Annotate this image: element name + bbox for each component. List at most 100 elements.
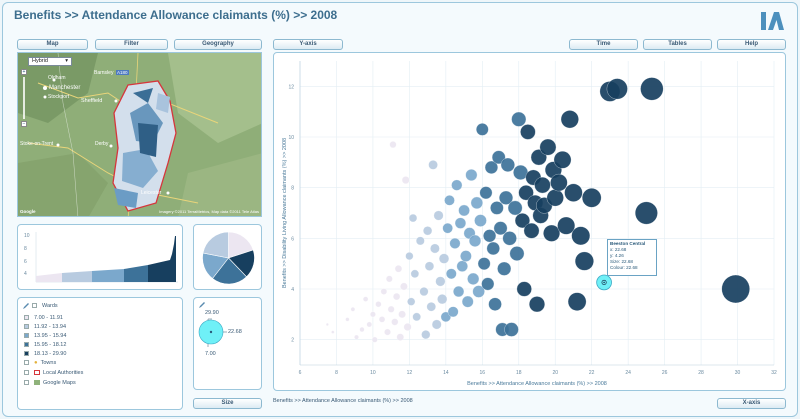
size-max-label: 29.90 xyxy=(205,310,219,316)
help-button[interactable]: Help xyxy=(717,39,786,50)
place-label: Oldham xyxy=(48,75,66,81)
data-point xyxy=(454,217,467,229)
zoom-in-icon[interactable]: + xyxy=(21,69,27,75)
data-point xyxy=(419,287,429,296)
data-point xyxy=(479,186,493,200)
data-point xyxy=(582,188,602,208)
x-tick-label: 12 xyxy=(407,370,413,376)
data-point xyxy=(428,160,438,170)
zoom-out-icon[interactable]: − xyxy=(21,121,27,127)
data-point xyxy=(460,250,472,262)
histogram-y-tick: 4 xyxy=(24,271,27,277)
map-type-select[interactable]: Hybrid ▾ xyxy=(28,57,72,66)
road-label: A180 xyxy=(116,70,129,75)
data-point xyxy=(426,302,436,312)
data-point xyxy=(453,286,465,298)
local-authorities-toggle[interactable]: Local Authorities xyxy=(24,370,83,376)
y-axis-button[interactable]: Y-axis xyxy=(273,39,343,50)
data-point xyxy=(442,223,453,234)
legend-class: 11.92 - 13.94 xyxy=(24,324,66,330)
data-point xyxy=(385,275,393,283)
pencil-icon[interactable] xyxy=(22,302,30,310)
map-layer-icon xyxy=(34,380,40,386)
data-point xyxy=(354,334,359,340)
data-point xyxy=(345,317,350,322)
pencil-icon[interactable] xyxy=(198,301,206,309)
data-point xyxy=(490,201,504,215)
page-title: Benefits >> Attendance Allowance claiman… xyxy=(14,8,338,22)
legend-class: 13.95 - 15.94 xyxy=(24,333,66,339)
data-point xyxy=(467,272,480,285)
pie-slice xyxy=(202,231,229,259)
histogram-y-tick: 8 xyxy=(24,246,27,252)
legend-class: 7.00 - 11.91 xyxy=(24,315,63,321)
ia-logo-icon xyxy=(761,12,784,30)
x-tick-label: 6 xyxy=(299,370,302,376)
x-tick-label: 8 xyxy=(335,370,338,376)
wards-toggle[interactable]: Wards xyxy=(32,303,58,309)
data-point xyxy=(437,294,448,305)
place-label: Stoke-on-Trent xyxy=(20,141,54,147)
data-point xyxy=(440,311,451,322)
highlighted-point-marker xyxy=(601,279,607,285)
place-label: Barnsley xyxy=(94,70,114,76)
google-maps-toggle[interactable]: Google Maps xyxy=(24,380,76,386)
zoom-slider[interactable]: + − xyxy=(21,69,27,129)
scatter-chart[interactable]: 6 8 10 12 14 16 18 20 22 24 26 28 30 3224681012Benefi… xyxy=(274,53,787,392)
place-label: Sheffield xyxy=(81,98,103,104)
data-point xyxy=(476,123,489,136)
checkbox-icon[interactable] xyxy=(24,370,29,376)
x-tick-label: 30 xyxy=(735,370,741,376)
pie-chart xyxy=(202,231,255,285)
data-point xyxy=(449,237,461,249)
time-button[interactable]: Time xyxy=(569,39,638,50)
town-dot-icon: ● xyxy=(34,360,38,366)
data-point xyxy=(451,179,463,191)
histogram-band xyxy=(124,265,148,282)
x-tick-label: 26 xyxy=(662,370,668,376)
tables-button[interactable]: Tables xyxy=(643,39,712,50)
map-view[interactable]: Hybrid ▾ + − Oldham Barnsley A180 Manche… xyxy=(17,52,262,217)
chevron-down-icon: ▾ xyxy=(65,58,68,64)
y-tick-label: 4 xyxy=(291,287,294,293)
highlighted-point-center xyxy=(603,281,605,284)
x-tick-label: 18 xyxy=(516,370,522,376)
data-point xyxy=(468,234,482,247)
data-point xyxy=(458,204,470,217)
data-point xyxy=(606,78,628,100)
data-point xyxy=(366,321,373,328)
checkbox-icon[interactable] xyxy=(24,380,29,386)
zoom-track[interactable] xyxy=(23,77,25,119)
histogram-panel: 10 8 6 4 xyxy=(17,224,183,290)
map-terrain xyxy=(18,53,261,216)
checkbox-icon[interactable] xyxy=(32,303,37,309)
data-point xyxy=(509,246,525,261)
towns-toggle[interactable]: ● Towns xyxy=(24,360,56,366)
data-point xyxy=(393,293,401,301)
x-tick-label: 10 xyxy=(370,370,376,376)
data-point xyxy=(363,296,369,302)
data-point xyxy=(446,268,457,280)
data-point xyxy=(543,224,561,242)
data-point xyxy=(497,261,512,276)
data-point xyxy=(370,311,376,318)
map-button[interactable]: Map xyxy=(17,39,88,50)
histogram-y-tick: 10 xyxy=(24,233,30,239)
checkbox-icon[interactable] xyxy=(24,360,29,366)
filter-button[interactable]: Filter xyxy=(95,39,168,50)
geography-button[interactable]: Geography xyxy=(174,39,262,50)
data-point xyxy=(456,260,468,272)
x-axis-button[interactable]: X-axis xyxy=(717,398,786,409)
size-button[interactable]: Size xyxy=(193,398,262,409)
histogram-band xyxy=(92,269,124,282)
data-point xyxy=(391,318,399,326)
data-point xyxy=(721,274,750,304)
data-point xyxy=(359,327,365,333)
data-point xyxy=(640,77,664,101)
size-min-label: 7.00 xyxy=(205,351,216,357)
data-point xyxy=(567,292,587,311)
data-point xyxy=(398,310,406,319)
data-point xyxy=(550,173,568,192)
data-point xyxy=(499,190,514,205)
data-point xyxy=(502,231,517,246)
